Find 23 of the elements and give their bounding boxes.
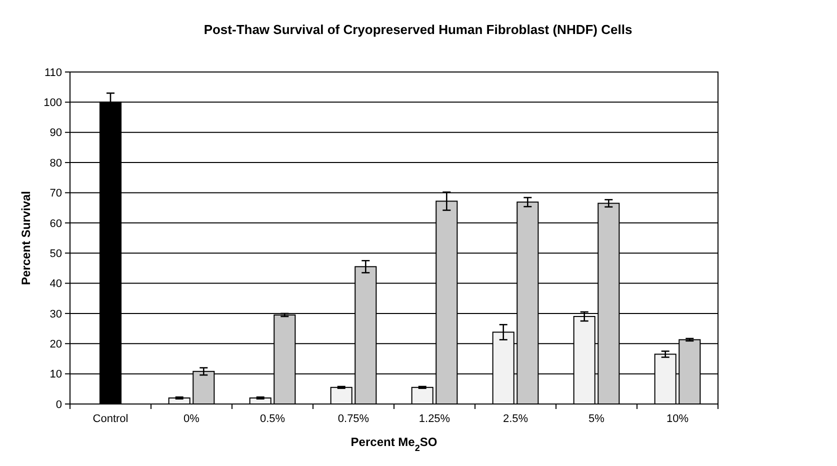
x-tick-label: 1.25% bbox=[418, 413, 450, 425]
y-tick-label: 50 bbox=[50, 248, 62, 260]
x-tick-label: 0.5% bbox=[260, 413, 286, 425]
y-tick-label: 0 bbox=[56, 398, 62, 411]
x-tick-label: 2.5% bbox=[502, 413, 528, 425]
chart-title: Post-Thaw Survival of Cryopreserved Human Fibroblast (NHDF) Cells bbox=[204, 22, 632, 37]
y-tick-label: 40 bbox=[50, 278, 62, 290]
y-tick-label: 70 bbox=[50, 188, 62, 200]
y-tick-label: 80 bbox=[50, 157, 62, 170]
x-tick-label: 0.75% bbox=[338, 413, 370, 425]
x-tick-label: Control bbox=[92, 413, 128, 425]
y-tick-label: 90 bbox=[50, 127, 62, 140]
x-tick-label: 0% bbox=[184, 413, 200, 425]
y-tick-label: 100 bbox=[44, 97, 62, 110]
y-axis-title: Percent Survival bbox=[19, 190, 33, 286]
y-tick-label: 10 bbox=[50, 368, 62, 381]
x-tick-label: 5% bbox=[588, 413, 605, 425]
x-tick-label: 10% bbox=[666, 413, 689, 425]
y-tick-label: 20 bbox=[50, 338, 62, 350]
x-axis-title: Percent Me$_{2}$SO bbox=[350, 435, 438, 453]
y-tick-label: 60 bbox=[50, 218, 62, 230]
y-tick-label: 30 bbox=[50, 308, 62, 320]
y-tick-label: 110 bbox=[44, 66, 62, 79]
